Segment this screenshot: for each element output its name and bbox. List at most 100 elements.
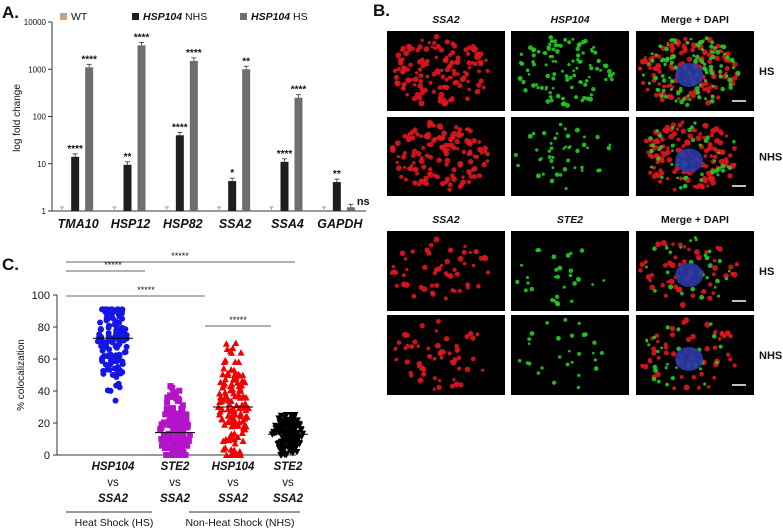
red-puncta bbox=[444, 162, 449, 167]
green-puncta bbox=[705, 257, 708, 261]
green-puncta bbox=[588, 63, 592, 67]
red-puncta bbox=[468, 128, 473, 134]
red-puncta bbox=[428, 242, 434, 248]
red-puncta bbox=[401, 81, 407, 88]
red-puncta bbox=[683, 36, 688, 42]
scatter-point bbox=[109, 371, 116, 378]
red-puncta bbox=[448, 139, 453, 143]
green-puncta bbox=[650, 165, 654, 169]
bar-hs-HSP12 bbox=[137, 45, 146, 211]
scatter-point bbox=[238, 429, 246, 437]
red-puncta bbox=[452, 267, 457, 272]
significance-label: ** bbox=[242, 56, 250, 67]
red-puncta bbox=[423, 46, 430, 52]
red-puncta bbox=[465, 285, 470, 290]
red-puncta bbox=[427, 167, 433, 172]
red-puncta bbox=[647, 357, 652, 362]
red-puncta bbox=[402, 165, 407, 169]
green-puncta bbox=[554, 267, 559, 272]
scatter-point bbox=[111, 321, 118, 328]
green-puncta bbox=[577, 351, 582, 356]
green-puncta bbox=[543, 50, 548, 56]
green-puncta bbox=[562, 167, 568, 172]
green-puncta bbox=[535, 173, 541, 179]
red-puncta bbox=[452, 71, 458, 77]
scatter-point bbox=[237, 451, 245, 458]
green-puncta bbox=[555, 49, 560, 54]
scatter-point bbox=[100, 370, 107, 377]
red-puncta bbox=[396, 340, 402, 346]
red-puncta bbox=[400, 69, 406, 75]
group-caption: Heat Shock (HS) bbox=[75, 517, 154, 529]
green-puncta bbox=[565, 253, 571, 258]
red-puncta bbox=[690, 293, 696, 298]
green-puncta bbox=[562, 147, 565, 150]
red-puncta bbox=[464, 127, 469, 132]
green-puncta bbox=[721, 44, 727, 50]
green-puncta bbox=[708, 64, 714, 70]
red-puncta bbox=[434, 282, 440, 288]
scatter-point bbox=[157, 426, 164, 433]
green-puncta bbox=[548, 55, 552, 59]
red-puncta bbox=[402, 150, 407, 155]
green-puncta bbox=[592, 340, 597, 345]
scatter-point bbox=[285, 440, 293, 448]
scatter-point bbox=[227, 366, 235, 373]
micrograph-header: SSA2 bbox=[432, 214, 460, 226]
red-puncta bbox=[657, 82, 662, 86]
red-puncta bbox=[708, 282, 713, 287]
scatter-point bbox=[168, 411, 175, 418]
red-puncta bbox=[395, 52, 402, 59]
red-puncta bbox=[668, 133, 675, 140]
green-puncta bbox=[655, 53, 658, 57]
scatter-point bbox=[118, 310, 125, 317]
micrograph-tile bbox=[511, 315, 629, 395]
legend-swatch-wt bbox=[60, 13, 67, 20]
scatter-point bbox=[221, 393, 229, 400]
red-puncta bbox=[401, 281, 407, 288]
scatter-point bbox=[106, 346, 113, 353]
scatter-point bbox=[171, 417, 178, 424]
red-puncta bbox=[407, 166, 411, 171]
red-puncta bbox=[702, 123, 707, 128]
green-puncta bbox=[595, 66, 600, 71]
red-puncta bbox=[662, 84, 667, 89]
green-puncta bbox=[713, 46, 717, 50]
scatter-point bbox=[104, 387, 111, 394]
red-puncta bbox=[455, 55, 461, 61]
panel-a-bars: ********TMA10******HSP12********HSP82***… bbox=[58, 32, 370, 231]
red-puncta bbox=[403, 177, 408, 182]
red-puncta bbox=[484, 58, 488, 62]
green-puncta bbox=[710, 50, 713, 54]
red-puncta bbox=[726, 352, 731, 357]
red-puncta bbox=[475, 332, 480, 337]
red-puncta bbox=[401, 154, 407, 160]
green-puncta bbox=[650, 58, 655, 63]
red-puncta bbox=[661, 151, 667, 158]
green-puncta bbox=[558, 43, 563, 48]
scatter-point bbox=[239, 437, 247, 445]
red-puncta bbox=[478, 61, 484, 67]
green-puncta bbox=[553, 43, 558, 48]
green-puncta bbox=[715, 49, 721, 55]
scatter-point bbox=[118, 368, 125, 375]
micrograph-header: STE2 bbox=[557, 214, 583, 226]
red-puncta bbox=[666, 157, 673, 163]
red-puncta bbox=[653, 92, 659, 98]
green-puncta bbox=[711, 333, 717, 339]
green-puncta bbox=[565, 77, 570, 82]
green-puncta bbox=[523, 88, 528, 93]
red-puncta bbox=[715, 95, 721, 100]
scatter-point bbox=[161, 441, 168, 448]
green-puncta bbox=[583, 38, 588, 44]
red-puncta bbox=[419, 323, 425, 329]
green-puncta bbox=[589, 93, 594, 97]
red-puncta bbox=[436, 157, 442, 163]
green-puncta bbox=[526, 281, 530, 285]
red-puncta bbox=[725, 51, 731, 57]
red-puncta bbox=[468, 250, 472, 255]
green-puncta bbox=[710, 40, 715, 45]
red-puncta bbox=[652, 138, 659, 145]
red-puncta bbox=[672, 187, 677, 192]
